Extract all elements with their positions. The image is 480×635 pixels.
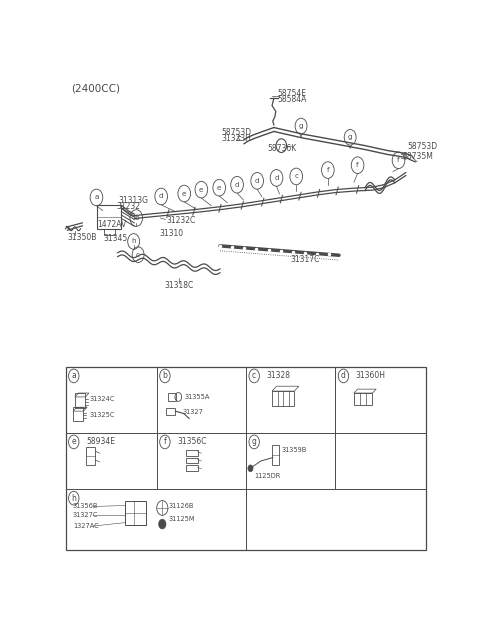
Bar	[186, 458, 198, 464]
Text: 31356B: 31356B	[73, 504, 98, 509]
Bar	[272, 445, 279, 465]
Text: 58754E: 58754E	[277, 89, 307, 98]
Text: b: b	[134, 215, 139, 221]
Text: f: f	[164, 438, 166, 446]
Text: 58736K: 58736K	[267, 144, 297, 153]
Text: 31323H: 31323H	[222, 134, 252, 143]
Text: 31310: 31310	[160, 229, 184, 238]
Text: b: b	[162, 371, 168, 380]
Circle shape	[248, 465, 253, 472]
Text: 31327C: 31327C	[73, 512, 98, 518]
Bar	[75, 393, 85, 408]
Text: e: e	[182, 190, 187, 197]
Text: g: g	[252, 438, 257, 446]
Text: 31325C: 31325C	[90, 411, 115, 418]
Text: 58753D: 58753D	[408, 142, 438, 151]
Bar	[66, 367, 426, 551]
Text: 31345: 31345	[104, 234, 128, 243]
Text: 58735M: 58735M	[402, 152, 433, 161]
Text: 31313G: 31313G	[119, 196, 149, 205]
Text: 31318C: 31318C	[165, 281, 193, 290]
Text: 31125M: 31125M	[169, 516, 195, 522]
Bar	[186, 465, 198, 471]
Text: 1327AC: 1327AC	[73, 523, 99, 529]
Text: 31328: 31328	[266, 371, 290, 380]
Text: e: e	[199, 187, 204, 192]
Text: c: c	[294, 173, 298, 180]
Text: d: d	[341, 371, 346, 380]
Text: f: f	[356, 162, 359, 168]
Bar	[168, 392, 176, 401]
Text: h: h	[72, 493, 76, 503]
Text: c: c	[252, 371, 256, 380]
Bar	[272, 391, 294, 406]
Text: 31360H: 31360H	[356, 371, 386, 380]
Bar	[97, 205, 121, 229]
Bar	[125, 500, 145, 525]
Text: 1125DR: 1125DR	[254, 472, 280, 479]
Text: e: e	[217, 185, 221, 190]
Text: g: g	[348, 135, 352, 140]
Text: h: h	[132, 239, 136, 244]
Text: e: e	[72, 438, 76, 446]
Text: d: d	[255, 178, 260, 184]
Text: 58753D: 58753D	[222, 128, 252, 137]
Text: d: d	[274, 175, 279, 181]
Text: 58584A: 58584A	[277, 95, 307, 104]
Text: f: f	[326, 167, 329, 173]
Text: d: d	[159, 194, 164, 199]
Text: f: f	[397, 157, 400, 163]
Text: 31350B: 31350B	[67, 233, 97, 242]
Text: a: a	[94, 194, 99, 201]
Text: 31317C: 31317C	[290, 255, 320, 264]
Text: d: d	[235, 182, 240, 188]
Text: 31324C: 31324C	[90, 396, 115, 402]
Bar	[166, 408, 175, 415]
Bar	[354, 393, 372, 404]
Text: a: a	[72, 371, 76, 380]
Bar	[104, 229, 115, 235]
Bar	[86, 447, 96, 465]
Text: 31232: 31232	[117, 203, 141, 211]
Text: 31232C: 31232C	[166, 216, 195, 225]
Circle shape	[158, 519, 166, 529]
Text: 31327: 31327	[183, 408, 204, 415]
Text: g: g	[299, 123, 303, 129]
Text: 31356C: 31356C	[177, 438, 207, 446]
Text: 31359B: 31359B	[281, 447, 307, 453]
Bar	[73, 407, 84, 421]
Text: 58934E: 58934E	[86, 438, 115, 446]
Text: c: c	[136, 251, 140, 258]
Text: 31355A: 31355A	[185, 394, 210, 401]
Text: 31126B: 31126B	[169, 504, 194, 509]
Bar	[186, 450, 198, 456]
Text: 1472AV: 1472AV	[97, 220, 126, 229]
Text: (2400CC): (2400CC)	[71, 84, 120, 93]
